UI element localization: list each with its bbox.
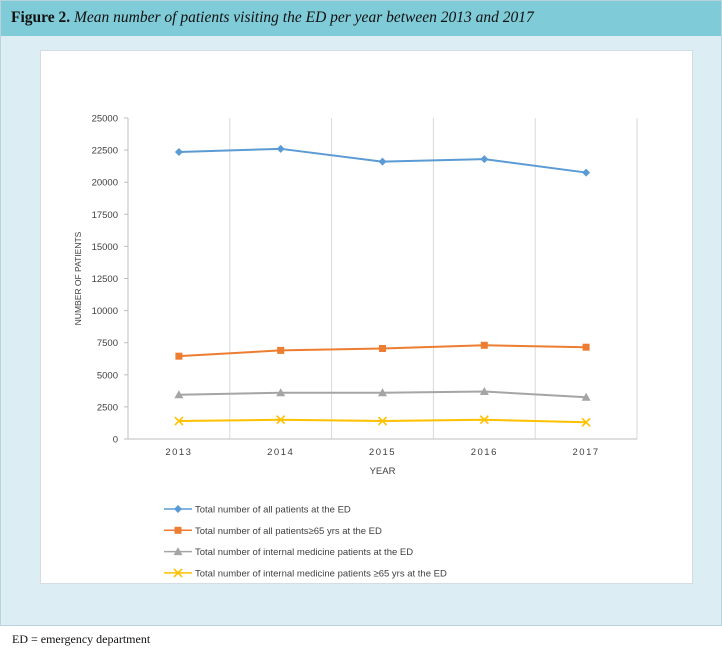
x-tick-label: 2015	[369, 447, 396, 458]
legend-label-4: Total number of internal medicine patien…	[195, 568, 447, 579]
x-axis-title: YEAR	[370, 466, 396, 477]
y-tick-label: 25000	[92, 114, 118, 125]
y-tick-label: 7500	[97, 338, 118, 349]
legend-label-1: Total number of all patients at the ED	[195, 505, 351, 516]
legend-marker-3	[173, 547, 183, 556]
y-tick-label: 15000	[92, 242, 118, 253]
legend-marker-4	[173, 568, 183, 578]
data-point-series-2	[277, 346, 285, 354]
footnote: ED = emergency department	[12, 632, 151, 646]
y-tick-label: 5000	[97, 370, 118, 381]
y-tick-label: 2500	[97, 402, 118, 413]
data-point-series-4	[581, 417, 591, 427]
data-point-series-4	[276, 415, 286, 425]
data-point-series-1	[582, 168, 591, 177]
y-tick-label: 0	[113, 435, 118, 446]
figure-frame: Figure 2. Mean number of patients visiti…	[0, 0, 722, 626]
legend-marker-2	[174, 526, 182, 534]
data-point-series-2	[582, 343, 590, 351]
chart-panel: 0 2500 5000 7500 10000 12500 15000 17500 20000 22…	[40, 50, 693, 584]
data-point-series-4	[174, 416, 184, 426]
data-point-series-1	[276, 144, 285, 153]
data-point-series-3	[479, 386, 489, 395]
legend-label-3: Total number of internal medicine patien…	[195, 547, 413, 558]
y-tick-label: 20000	[92, 178, 118, 189]
line-chart: 0 2500 5000 7500 10000 12500 15000 17500 20000 22…	[73, 114, 638, 579]
data-point-series-1	[378, 157, 387, 166]
figure-caption: Figure 2. Mean number of patients visiti…	[11, 9, 534, 27]
legend-marker-1	[174, 505, 182, 513]
figure-title: Mean number of patients visiting the ED …	[74, 9, 534, 26]
data-point-series-3	[378, 388, 387, 397]
data-point-series-4	[479, 415, 489, 425]
y-tick-label: 12500	[92, 274, 118, 285]
data-point-series-3	[276, 388, 286, 397]
x-tick-label: 2016	[471, 447, 498, 458]
y-tick-label: 17500	[92, 210, 118, 221]
data-point-series-4	[377, 416, 388, 426]
x-tick-label: 2013	[165, 447, 192, 458]
x-tick-label: 2017	[573, 447, 600, 458]
data-point-series-1	[174, 148, 183, 157]
x-tick-label: 2014	[267, 447, 294, 458]
data-point-series-3	[174, 390, 184, 399]
data-point-series-2	[480, 341, 488, 349]
data-point-series-2	[175, 352, 183, 360]
data-point-series-1	[480, 155, 489, 164]
legend-label-2: Total number of all patients≥65 yrs at t…	[195, 526, 382, 537]
figure-label: Figure 2.	[11, 9, 71, 26]
data-point-series-2	[379, 344, 386, 352]
data-point-series-3	[581, 392, 591, 401]
y-axis-title: NUMBER OF PATIENTS	[73, 231, 83, 325]
caption-bar: Figure 2. Mean number of patients visiti…	[1, 1, 721, 36]
y-tick-label: 22500	[92, 146, 118, 157]
y-tick-label: 10000	[92, 306, 118, 317]
